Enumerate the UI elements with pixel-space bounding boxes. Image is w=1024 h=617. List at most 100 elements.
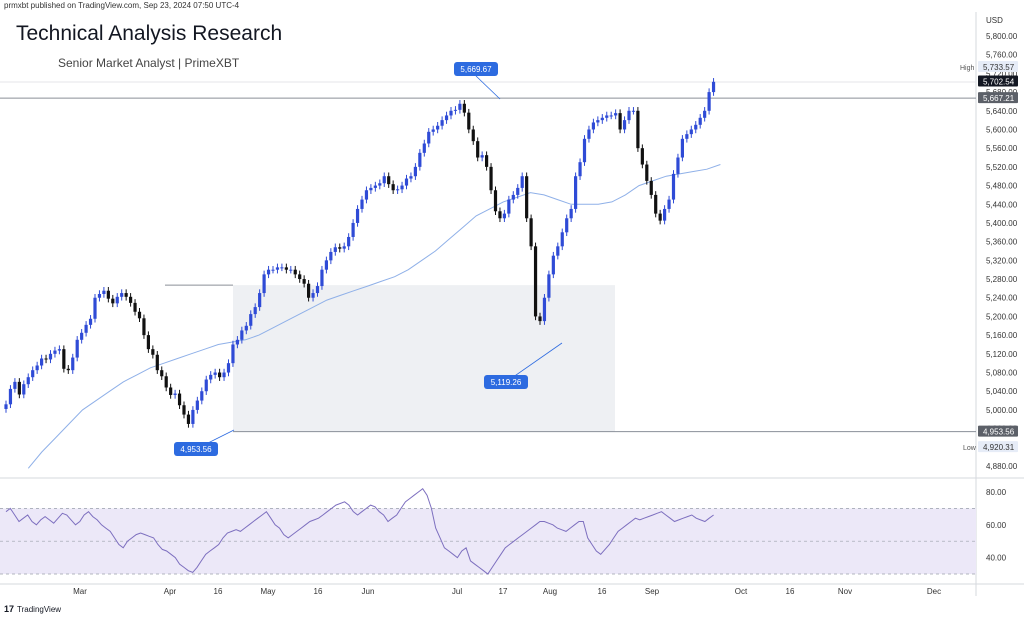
candle-body [35,365,39,371]
candle-body [689,129,693,135]
candle-body [440,120,444,126]
candle-body [485,155,489,167]
moving-average-line [27,164,721,469]
support-price-tag-bg [978,425,1018,437]
x-tick-label: Aug [543,587,557,596]
candle-body [53,350,57,354]
y-tick-label: 5,520.00 [986,163,1018,172]
candle-body [533,246,538,317]
low-label: Low [963,445,977,452]
candle-body [462,103,466,113]
candle-body [173,393,177,395]
last-price-tag: 5,702.54 [983,78,1015,87]
candle-body [155,354,159,371]
tradingview-icon: 17 [4,604,15,614]
candle-body [231,344,235,364]
mid-low-callout: 5,119.26 [491,378,522,387]
last-price-tag-bg [978,75,1018,87]
low-price-tag: 4,920.31 [983,443,1015,452]
candle-body [195,400,199,410]
candle-body [97,294,102,298]
candle-body [293,269,297,275]
currency-label: USD [986,16,1003,25]
high-callout: 5,669.67 [460,65,492,74]
candle-body [137,311,142,319]
candle-body [347,236,351,247]
candle-body [711,81,716,93]
high-callout-pointer [475,75,501,100]
candle-body [694,124,698,130]
candle-body [418,152,422,167]
candle-body [529,218,533,247]
candle-body [614,113,618,116]
x-tick-label: Apr [164,587,177,596]
candle-body [44,358,48,360]
candle-body [182,405,186,415]
y-tick-label: 5,480.00 [986,182,1018,191]
candle-body [658,213,662,221]
candle-body [13,381,17,389]
candle-body [151,349,155,355]
candle-body [355,208,360,223]
candle-body [111,298,115,304]
tradingview-brand: TradingView [17,604,62,614]
candle-body [622,120,627,130]
candle-body [489,166,493,191]
x-tick-label: Oct [735,587,748,596]
low-callout: 4,953.56 [180,445,212,454]
candle-body [120,293,124,297]
candle-body [645,164,649,181]
candle-body [329,251,333,261]
candle-body [409,176,413,179]
candle-body [596,120,600,123]
candle-body [315,286,320,294]
x-tick-label: Nov [838,587,852,596]
candle-body [631,110,636,112]
candle-body [444,115,449,121]
y-tick-label: 5,120.00 [986,350,1018,359]
candle-body [680,138,684,158]
candle-body [320,269,324,287]
x-tick-label: 16 [314,587,323,596]
candle-body [284,267,288,270]
candle-body [565,218,569,233]
candle-body [587,129,591,139]
candle-body [507,199,511,214]
candle-body [387,176,391,185]
candle-body [369,187,373,191]
rsi-line [5,487,714,575]
candle-body [186,414,191,424]
candle-body [88,318,93,325]
chart-subtitle: Senior Market Analyst | PrimeXBT [58,56,240,70]
candle-body [271,269,275,271]
candle-body [311,293,315,298]
x-tick-label: 16 [214,587,223,596]
candle-body [703,110,707,118]
candle-body [373,185,377,188]
candle-body [569,208,573,219]
candle-body [200,391,204,401]
candle-body [360,199,364,209]
tradingview-logo[interactable]: 17 TradingView [4,604,61,614]
candle-body [453,109,458,111]
publish-info: prmxbt published on TradingView.com, Sep… [4,1,240,10]
candle-body [266,269,271,275]
y-tick-label: 5,240.00 [986,294,1018,303]
candle-body [538,316,542,322]
candle-body [71,357,75,371]
candle-body [213,372,217,375]
x-tick-label: 16 [598,587,607,596]
candle-body [556,246,560,256]
y-tick-label: 5,600.00 [986,125,1018,134]
candle-body [551,255,555,275]
x-tick-label: Sep [645,587,660,596]
candle-body [4,404,8,409]
x-tick-label: Dec [927,587,941,596]
candle-body [520,176,524,188]
x-tick-label: Jul [452,587,462,596]
candle-body [177,393,182,406]
y-tick-label: 5,040.00 [986,387,1018,396]
candle-body [431,129,435,132]
candle-body [324,260,328,270]
